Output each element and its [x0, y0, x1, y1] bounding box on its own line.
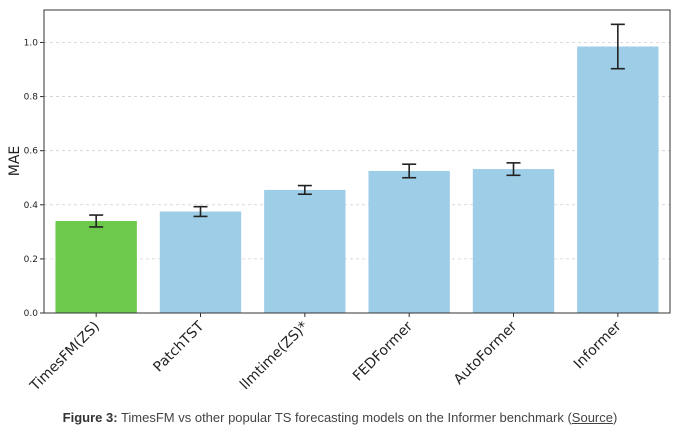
error-bars: [89, 23, 625, 228]
figure-caption: Figure 3: TimesFM vs other popular TS fo…: [0, 410, 680, 425]
caption-end: ): [613, 410, 618, 425]
x-tick-label: FEDFormer: [350, 318, 416, 384]
caption-source-link[interactable]: Source: [571, 410, 613, 425]
gridlines: [44, 42, 670, 260]
bar: [264, 189, 346, 313]
y-axis-title: MAE: [7, 146, 23, 177]
x-tick-label: AutoFormer: [451, 318, 521, 388]
bar: [577, 46, 659, 314]
bar: [159, 211, 242, 313]
y-tick-label: 0.4: [24, 201, 39, 211]
bar-chart: 0.0 0.2 0.4 0.6 0.8 1.0 TimesFM(ZS) PatchTST ll…: [7, 9, 671, 395]
caption-text: TimesFM vs other popular TS forecasting …: [117, 410, 572, 425]
y-tick-label: 0.8: [24, 93, 39, 103]
y-tick-label: 0.0: [24, 309, 39, 319]
bar: [368, 170, 450, 313]
x-tick-label: TimesFM(ZS): [27, 319, 103, 395]
plot-frame: [43, 9, 671, 314]
y-tick-label: 0.6: [24, 147, 39, 157]
x-tick-label: Informer: [571, 318, 625, 372]
x-tick-label: PatchTST: [150, 318, 207, 375]
bars: [55, 46, 659, 314]
caption-label: Figure 3:: [62, 410, 118, 425]
x-tick-label: llmtime(ZS)*: [237, 319, 312, 394]
y-tick-label: 1.0: [24, 38, 39, 48]
y-tick-label: 0.2: [24, 255, 38, 265]
x-axis-ticks: TimesFM(ZS) PatchTST llmtime(ZS)* FEDFormer…: [27, 313, 625, 395]
y-axis-ticks: 0.0 0.2 0.4 0.6 0.8 1.0: [24, 38, 44, 319]
bar: [472, 169, 555, 313]
bar: [55, 221, 137, 313]
